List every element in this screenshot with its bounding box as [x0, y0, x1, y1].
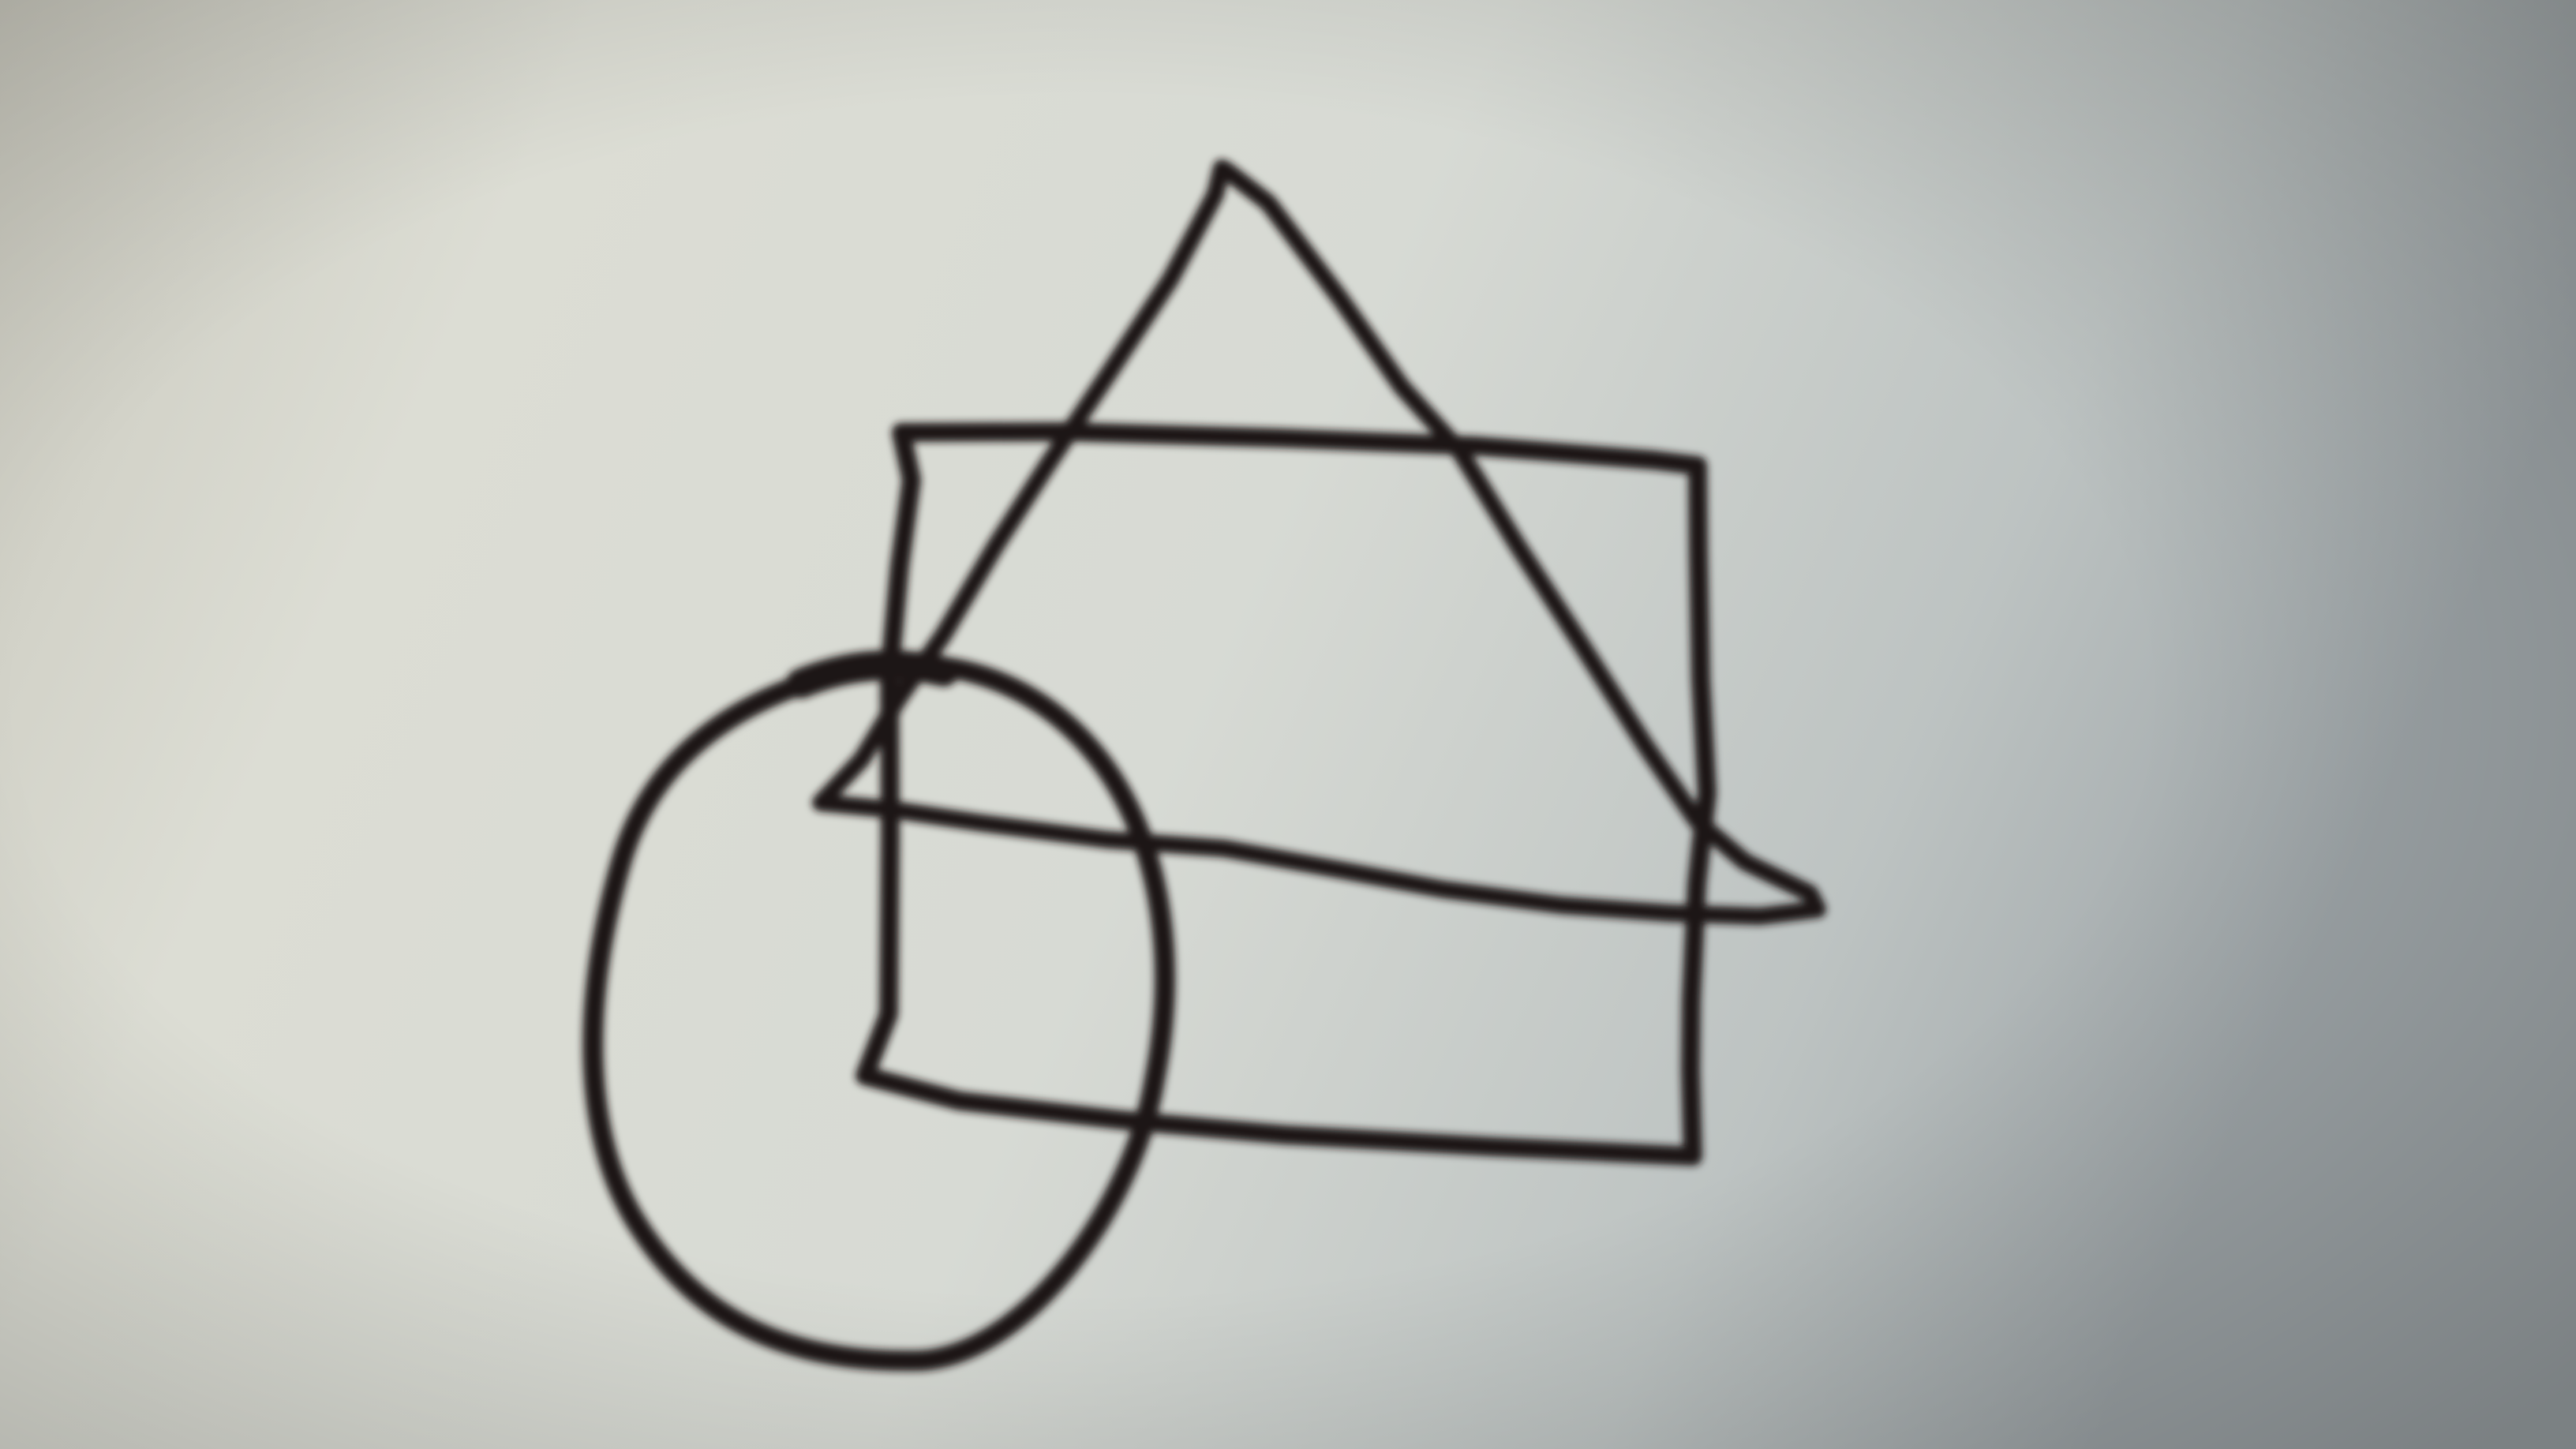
rectangle-shape: [856, 422, 1717, 1166]
ellipse-top-thick-stroke: [786, 650, 959, 698]
ink-strokes: [582, 159, 1826, 1372]
ellipse-shape: [582, 653, 1175, 1372]
triangle-shape: [812, 159, 1826, 925]
